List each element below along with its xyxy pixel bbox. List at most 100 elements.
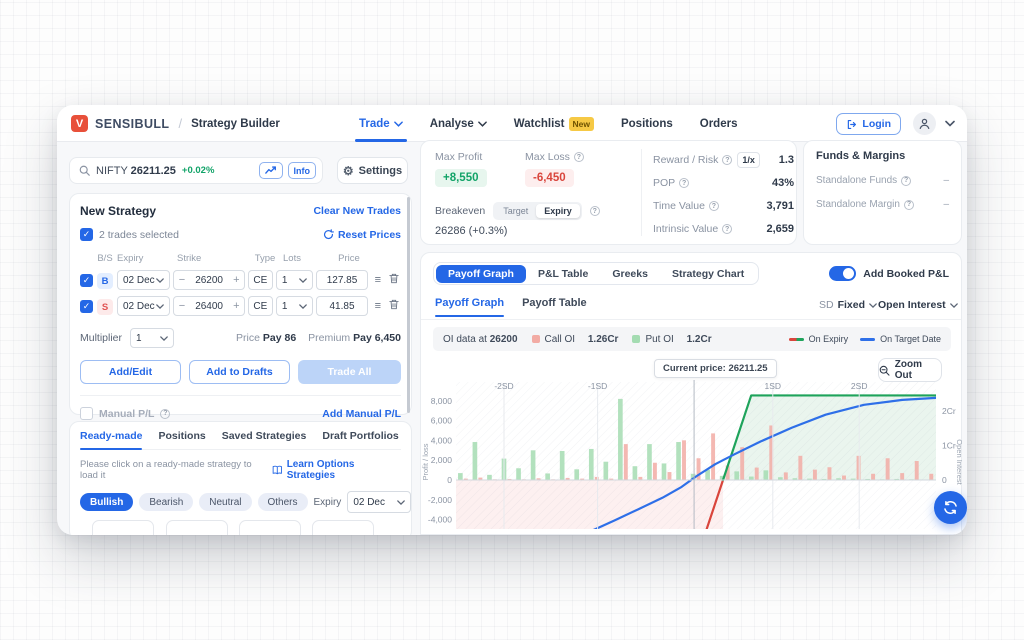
tab-saved-strategies[interactable]: Saved Strategies: [221, 430, 307, 442]
price-input[interactable]: 127.85: [315, 270, 369, 290]
tab-strategy-chart[interactable]: Strategy Chart: [671, 267, 745, 280]
filter-others[interactable]: Others: [257, 493, 308, 511]
breakeven-target-option[interactable]: Target: [503, 206, 529, 216]
depth-icon[interactable]: ≡: [374, 274, 381, 286]
instrument-search[interactable]: NIFTY 26211.25 +0.02% Info: [69, 157, 323, 184]
put-oi: Put OI 1.2Cr: [632, 334, 712, 345]
sell-badge[interactable]: S: [97, 299, 113, 316]
strike-value[interactable]: 26200: [195, 274, 223, 286]
login-button[interactable]: Login: [836, 113, 901, 135]
line-chart-icon: [264, 166, 276, 174]
strategy-card-stub[interactable]: [312, 520, 374, 535]
add-booked-pl-toggle[interactable]: [829, 266, 857, 281]
tab-draft-portfolios[interactable]: Draft Portfolios: [322, 430, 399, 442]
option-type[interactable]: CE: [247, 296, 273, 316]
tab-ready-made[interactable]: Ready-made: [80, 430, 143, 450]
help-icon[interactable]: [573, 152, 584, 162]
tab-payoff-graph[interactable]: Payoff Graph: [436, 264, 526, 283]
delete-trade-icon[interactable]: [388, 273, 401, 287]
invert-ratio-button[interactable]: 1/x: [737, 152, 760, 168]
help-icon[interactable]: [901, 175, 912, 186]
strategy-card-stub[interactable]: [92, 520, 154, 535]
subtab-payoff-table[interactable]: Payoff Table: [522, 297, 587, 309]
svg-text:0: 0: [942, 475, 947, 485]
strike-value[interactable]: 26400: [195, 300, 223, 312]
trade-all-button[interactable]: Trade All: [298, 360, 401, 384]
symbol-change: +0.02%: [181, 165, 215, 176]
tab-pl-table[interactable]: P&L Table: [537, 267, 589, 280]
put-oi-swatch: [632, 335, 641, 343]
nav-positions[interactable]: Positions: [620, 117, 673, 130]
learn-options-link[interactable]: Learn Options Strategies: [272, 459, 401, 481]
lots-select[interactable]: 1: [275, 270, 313, 290]
nav-orders[interactable]: Orders: [699, 117, 738, 130]
tab-greeks[interactable]: Greeks: [612, 267, 648, 280]
chevron-down-icon: [156, 277, 165, 283]
nav-watchlist[interactable]: Watchlist New: [514, 105, 594, 142]
expiry-filter-select[interactable]: 02 Dec: [347, 491, 412, 513]
strategy-card-stub[interactable]: [166, 520, 228, 535]
help-icon[interactable]: [722, 155, 733, 165]
funds-title: Funds & Margins: [816, 150, 906, 162]
reset-prices-link[interactable]: Reset Prices: [323, 229, 401, 241]
filter-neutral[interactable]: Neutral: [199, 493, 252, 511]
help-icon[interactable]: [903, 199, 914, 210]
profile-avatar[interactable]: [913, 112, 936, 135]
manual-pl-checkbox[interactable]: [80, 407, 93, 420]
info-button[interactable]: Info: [287, 162, 316, 179]
oi-mode-dropdown[interactable]: Open Interest: [878, 299, 958, 311]
expiry-select[interactable]: 02 Dec: [117, 296, 171, 316]
standalone-margin-value: –: [943, 199, 949, 210]
help-icon[interactable]: [589, 206, 600, 216]
filter-bullish[interactable]: Bullish: [80, 493, 134, 511]
option-type[interactable]: CE: [247, 270, 273, 290]
breakeven-expiry-option[interactable]: Expiry: [536, 204, 580, 218]
depth-icon[interactable]: ≡: [374, 300, 381, 312]
delete-trade-icon[interactable]: [388, 299, 401, 313]
add-manual-pl-link[interactable]: Add Manual P/L: [322, 407, 401, 420]
sd-mode-dropdown[interactable]: SD Fixed: [819, 299, 877, 311]
left-panel-scrollbar[interactable]: [407, 197, 410, 413]
filter-bearish[interactable]: Bearish: [139, 493, 194, 511]
clear-new-trades-link[interactable]: Clear New Trades: [313, 205, 401, 217]
lots-select[interactable]: 1: [275, 296, 313, 316]
tab-positions[interactable]: Positions: [158, 430, 206, 442]
app-window: V SENSIBULL / Strategy Builder Trade Ana…: [57, 105, 967, 535]
select-all-checkbox[interactable]: [80, 228, 93, 241]
add-edit-button[interactable]: Add/Edit: [80, 360, 181, 384]
strike-minus-button[interactable]: −: [178, 274, 186, 286]
settings-button[interactable]: ⚙ Settings: [337, 157, 408, 184]
premium-pay: Premium Pay 6,450: [308, 332, 401, 344]
brand: V SENSIBULL / Strategy Builder: [71, 105, 280, 142]
chevron-down-icon: [869, 302, 877, 308]
strategy-card-stub[interactable]: [239, 520, 301, 535]
subtab-payoff-graph[interactable]: Payoff Graph: [435, 297, 505, 317]
svg-text:Open Interest: Open Interest: [955, 439, 963, 485]
help-icon[interactable]: [679, 178, 690, 188]
buy-badge[interactable]: B: [97, 273, 113, 290]
payoff-chart-svg[interactable]: -2SD -1SD 1SD 2SD 8,000 6,000 4,000 2,000 0 -2,00…: [421, 378, 963, 535]
help-icon[interactable]: [708, 201, 719, 211]
help-icon[interactable]: [722, 224, 733, 234]
price-input[interactable]: 41.85: [315, 296, 369, 316]
refresh-fab-button[interactable]: [934, 491, 967, 524]
multiplier-select[interactable]: 1: [130, 328, 175, 348]
intrinsic-value-label: Intrinsic Value: [653, 223, 733, 235]
zoom-out-button[interactable]: Zoom Out: [878, 358, 942, 382]
svg-text:-2SD: -2SD: [494, 381, 513, 391]
expiry-select[interactable]: 02 Dec: [117, 270, 171, 290]
add-to-drafts-button[interactable]: Add to Drafts: [189, 360, 290, 384]
nav-analyse[interactable]: Analyse: [430, 105, 487, 142]
strike-plus-button[interactable]: +: [233, 300, 240, 312]
svg-text:6,000: 6,000: [431, 416, 453, 426]
help-icon[interactable]: [160, 408, 171, 419]
nav-trade[interactable]: Trade: [355, 105, 407, 142]
profile-chevron-icon[interactable]: [945, 120, 955, 127]
trade-row-checkbox[interactable]: [80, 273, 93, 287]
strike-plus-button[interactable]: +: [233, 274, 240, 286]
trades-selected-text: 2 trades selected: [99, 228, 179, 241]
reward-risk-label: Reward / Risk: [653, 154, 733, 166]
trade-row-checkbox[interactable]: [80, 299, 93, 313]
chart-button[interactable]: [258, 162, 283, 179]
strike-minus-button[interactable]: −: [178, 300, 186, 312]
